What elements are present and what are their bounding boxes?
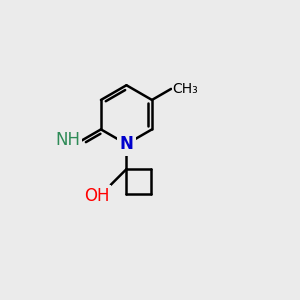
Text: OH: OH: [84, 187, 110, 205]
Text: CH₃: CH₃: [172, 82, 198, 96]
Text: N: N: [119, 135, 134, 153]
Text: NH: NH: [55, 131, 80, 149]
